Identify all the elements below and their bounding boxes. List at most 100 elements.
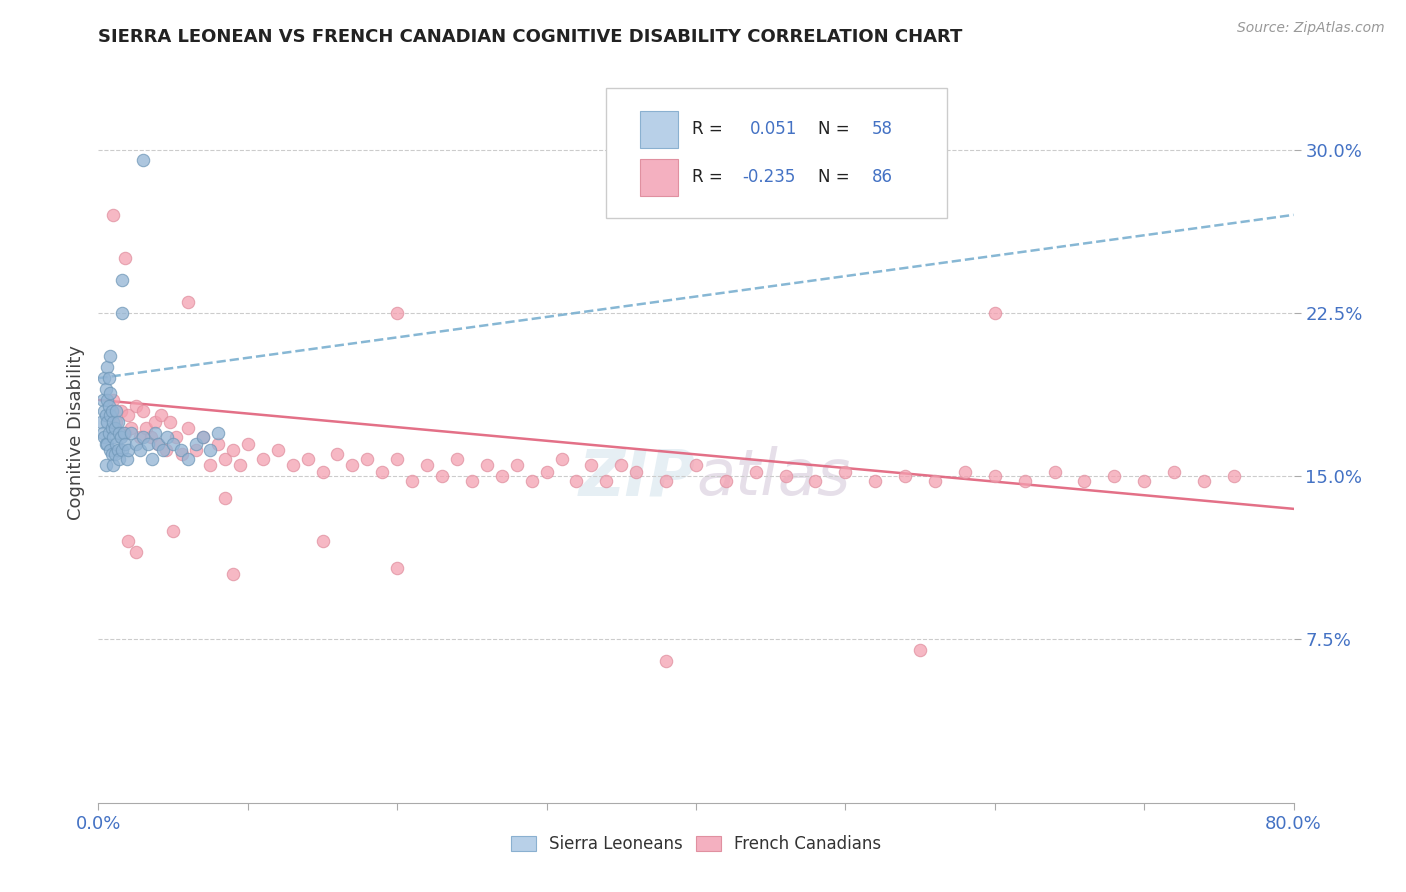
Text: -0.235: -0.235 (742, 169, 796, 186)
Point (1192, 474, 1215, 488)
Text: N =: N = (818, 120, 855, 138)
Point (101, 447, 124, 461)
Point (834, 465, 856, 479)
Point (139, 430, 162, 444)
Point (297, 451, 319, 466)
Point (1133, 474, 1156, 488)
Point (165, 430, 187, 444)
Point (177, 451, 200, 466)
Point (97, 371, 120, 385)
Point (1043, 465, 1066, 479)
Point (371, 465, 394, 479)
Point (107, 415, 129, 429)
Point (93, 404, 115, 418)
Point (610, 458, 633, 473)
Point (311, 534, 333, 549)
Point (132, 153, 155, 168)
Point (105, 415, 128, 429)
Point (136, 436, 159, 450)
Point (117, 534, 139, 549)
Point (150, 408, 173, 422)
Point (152, 443, 174, 458)
Point (595, 474, 617, 488)
Point (252, 451, 274, 466)
Point (550, 451, 572, 466)
Point (655, 474, 678, 488)
Point (112, 425, 135, 440)
Point (655, 654, 678, 668)
Point (169, 443, 191, 458)
Point (894, 469, 917, 483)
Point (342, 458, 364, 473)
Point (155, 443, 177, 458)
Point (159, 415, 181, 429)
Text: 86: 86 (872, 169, 893, 186)
Point (475, 458, 498, 473)
Point (430, 469, 453, 483)
Text: SIERRA LEONEAN VS FRENCH CANADIAN COGNITIVE DISABILITY CORRELATION CHART: SIERRA LEONEAN VS FRENCH CANADIAN COGNIT… (98, 28, 963, 45)
Point (804, 474, 827, 488)
Point (156, 430, 179, 444)
Point (222, 443, 245, 458)
Point (96, 436, 118, 450)
Point (565, 474, 588, 488)
Point (114, 425, 136, 440)
Point (103, 458, 125, 473)
Text: atlas: atlas (696, 446, 851, 508)
Point (103, 208, 125, 222)
Point (101, 421, 124, 435)
Point (207, 436, 229, 450)
Point (745, 465, 768, 479)
Point (135, 421, 157, 435)
Point (1104, 469, 1126, 483)
Point (98, 350, 122, 364)
Point (104, 421, 127, 435)
Point (1223, 469, 1246, 483)
Point (91, 425, 114, 440)
Point (141, 451, 163, 466)
Text: 0.051: 0.051 (749, 120, 797, 138)
Point (111, 443, 134, 458)
Point (200, 458, 222, 473)
Point (108, 451, 131, 466)
Point (267, 443, 290, 458)
Text: 58: 58 (872, 120, 893, 138)
Point (97, 400, 120, 414)
Point (104, 447, 127, 461)
Bar (640, 159, 678, 195)
Point (96, 415, 118, 429)
Point (236, 436, 259, 450)
Text: R =: R = (692, 120, 728, 138)
Point (222, 567, 245, 582)
Point (98, 408, 122, 422)
Point (110, 430, 132, 444)
Point (461, 474, 484, 488)
Point (626, 465, 648, 479)
Point (281, 458, 304, 473)
FancyBboxPatch shape (606, 88, 948, 218)
Point (117, 408, 139, 422)
Point (94, 382, 117, 396)
Point (177, 295, 200, 310)
Point (125, 436, 148, 450)
Point (865, 474, 887, 488)
Point (207, 425, 229, 440)
Point (91, 392, 114, 407)
Point (1014, 474, 1036, 488)
Text: Source: ZipAtlas.com: Source: ZipAtlas.com (1237, 21, 1385, 35)
Point (214, 451, 236, 466)
Point (924, 474, 946, 488)
Point (953, 465, 976, 479)
Point (491, 469, 513, 483)
Point (93, 371, 115, 385)
Point (98, 443, 122, 458)
Point (111, 273, 134, 287)
Point (446, 451, 468, 466)
Point (191, 430, 214, 444)
Point (96, 360, 118, 375)
Point (184, 443, 207, 458)
Point (143, 415, 166, 429)
Point (110, 404, 132, 418)
Point (101, 404, 124, 418)
Point (1073, 474, 1095, 488)
